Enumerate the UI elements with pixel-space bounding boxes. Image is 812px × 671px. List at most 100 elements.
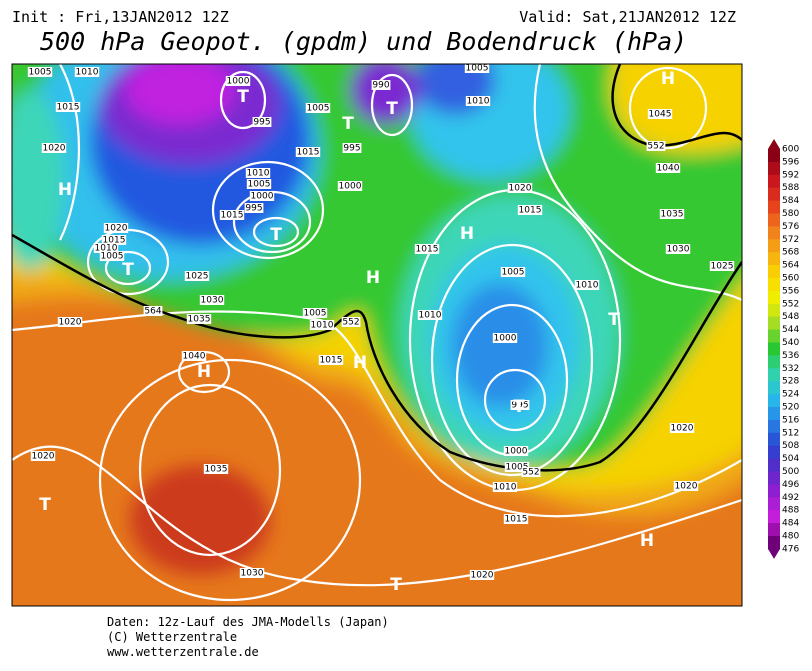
legend-swatch [768,407,780,421]
legend-swatch [768,213,780,227]
pressure-label-bg [295,147,321,157]
pressure-label: 1015 [57,103,80,113]
pressure-label: 1020 [675,482,698,492]
legend-swatch [768,329,780,343]
legend-label: 580 [782,209,799,219]
pressure-system: H [353,353,367,373]
legend-label: 512 [782,428,799,438]
pressure-system: T [390,575,402,595]
isobar [252,216,300,248]
pressure-system: H [58,180,72,200]
legend-label: 524 [782,390,799,400]
pressure-label: 1030 [667,245,690,255]
legend-swatch [768,303,780,318]
pressure-label-bg [503,514,529,524]
pressure-label: 1040 [657,164,680,174]
legend-swatch [768,316,780,331]
legend-label: 516 [782,415,799,425]
pressure-system: T [386,99,398,119]
map-labels: 1005 101010151020100099599010059951015101… [27,64,735,595]
legend-label: 540 [782,338,799,348]
pressure-system: H [640,531,654,551]
legend-label: 596 [782,157,799,167]
init-time: Init : Fri,13JAN2012 12Z [12,8,229,26]
pressure-label-bg [244,203,264,213]
field [452,283,548,407]
legend-swatch [768,394,780,408]
pressure-label: 1010 [95,244,118,254]
pressure-label: 1015 [221,211,244,221]
legend-swatch [768,432,780,447]
legend-swatch [768,290,780,305]
legend-swatch [768,161,780,176]
legend-swatch [768,252,780,266]
pressure-label-bg [252,117,272,127]
pressure-label-bg [41,143,67,153]
legend-swatch [768,174,780,189]
pressure-system: T [39,495,51,515]
map: 1005 101010151020100099599010059951015101… [12,64,742,606]
legend-swatch [768,187,780,202]
contour-552 [12,233,742,472]
legend-label: 584 [782,196,799,206]
pressure-label: 1000 [251,192,274,202]
legend-label: 600 [782,145,799,155]
legend-swatch [768,471,780,485]
pressure-system: T [270,225,282,245]
pressure-label: 995 [245,204,262,214]
pressure-label: 1035 [661,210,684,220]
pressure-label-bg [302,308,328,318]
legend-swatch [768,355,780,369]
legend-label: 572 [782,235,799,245]
pressure-label: 1005 [502,268,525,278]
pressure-label-bg [371,80,391,90]
footer-line: (C) Wetterzentrale [107,630,237,644]
pressure-label: 1020 [471,571,494,581]
pressure-label: 1020 [43,144,66,154]
pressure-label-bg [669,423,695,433]
contour-label-bg [341,317,361,327]
pressure-label: 995 [511,401,528,411]
pressure-system: T [237,87,249,107]
contour-label-bg [521,467,541,477]
pressure-label: 1030 [201,296,224,306]
legend-swatch [768,342,780,356]
contour-label-bg [646,141,666,151]
pressure-label: 1005 [248,180,271,190]
isobar [533,64,742,301]
pressure-label: 995 [343,144,360,154]
field [410,64,570,180]
pressure-label-bg [74,67,100,77]
legend-swatch [768,536,780,550]
pressure-label: 1015 [320,356,343,366]
contour-label: 552 [522,468,539,478]
pressure-label: 1020 [509,184,532,194]
legend-swatch [768,200,780,214]
isobar [483,368,547,432]
legend-swatch [768,484,780,498]
legend-label: 592 [782,170,799,180]
legend-swatch [768,445,780,460]
pressure-label-bg [239,568,265,578]
pressure-label: 1035 [205,465,228,475]
pressure-label-bg [504,462,530,472]
pressure-label-bg [337,181,363,191]
pressure-label-bg [464,64,490,73]
legend-label: 576 [782,222,799,232]
legend-label: 520 [782,403,799,413]
pressure-label-bg [249,191,275,201]
legend-label: 568 [782,248,799,258]
isobar [12,445,742,587]
pressure-label: 1030 [241,569,264,579]
pressure-label-bg [503,446,529,456]
legend-swatch [768,265,780,279]
pressure-system: H [197,362,211,382]
pressure-label-bg [574,280,600,290]
field [125,64,235,125]
legend-label: 476 [782,544,799,554]
pressure-label: 1005 [29,68,52,78]
pressure-label-bg [492,482,518,492]
pressure-label-bg [417,310,443,320]
legend-label: 556 [782,286,799,296]
